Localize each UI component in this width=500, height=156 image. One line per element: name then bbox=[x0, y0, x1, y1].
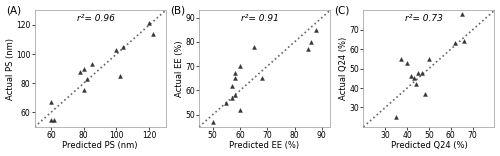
Point bbox=[112, 49, 120, 51]
Point bbox=[230, 77, 238, 80]
Point bbox=[304, 48, 312, 50]
Point bbox=[80, 89, 88, 92]
Point bbox=[250, 46, 258, 48]
Point bbox=[414, 71, 422, 74]
X-axis label: Predicted EE (%): Predicted EE (%) bbox=[230, 141, 300, 150]
Point bbox=[307, 41, 315, 43]
Point bbox=[88, 63, 96, 66]
Point bbox=[119, 46, 127, 48]
Point bbox=[420, 93, 428, 95]
Text: (A): (A) bbox=[6, 6, 21, 16]
Point bbox=[236, 109, 244, 111]
Point bbox=[403, 62, 411, 64]
Point bbox=[412, 83, 420, 85]
Point bbox=[116, 75, 124, 77]
Point bbox=[392, 116, 400, 118]
Text: r²= 0.73: r²= 0.73 bbox=[406, 14, 443, 23]
Y-axis label: Actual PS (nm): Actual PS (nm) bbox=[6, 38, 15, 100]
Point bbox=[410, 77, 418, 80]
Y-axis label: Actual EE (%): Actual EE (%) bbox=[174, 40, 184, 97]
Point bbox=[258, 77, 266, 80]
Point bbox=[418, 71, 426, 74]
Text: (C): (C) bbox=[334, 6, 350, 16]
Point bbox=[83, 78, 91, 80]
Point bbox=[458, 13, 466, 15]
Point bbox=[208, 121, 216, 123]
Text: (B): (B) bbox=[170, 6, 186, 16]
Point bbox=[222, 101, 230, 104]
Point bbox=[47, 101, 55, 103]
Point bbox=[145, 22, 153, 25]
X-axis label: Predicted Q24 (%): Predicted Q24 (%) bbox=[390, 141, 468, 150]
Point bbox=[230, 72, 238, 75]
Point bbox=[148, 32, 156, 35]
Point bbox=[47, 118, 55, 121]
Point bbox=[50, 118, 58, 121]
Point bbox=[80, 67, 88, 70]
Point bbox=[230, 94, 238, 97]
Point bbox=[228, 97, 236, 99]
Text: r²= 0.91: r²= 0.91 bbox=[241, 14, 279, 23]
Point bbox=[460, 40, 468, 43]
Point bbox=[76, 70, 84, 73]
Point bbox=[312, 29, 320, 31]
Y-axis label: Actual Q24 (%): Actual Q24 (%) bbox=[339, 37, 348, 100]
Point bbox=[425, 58, 433, 60]
Point bbox=[228, 84, 236, 87]
Point bbox=[451, 42, 459, 45]
Point bbox=[396, 58, 404, 60]
Point bbox=[408, 75, 416, 78]
Point bbox=[236, 65, 244, 67]
Text: r²= 0.96: r²= 0.96 bbox=[76, 14, 114, 23]
X-axis label: Predicted PS (nm): Predicted PS (nm) bbox=[62, 141, 138, 150]
